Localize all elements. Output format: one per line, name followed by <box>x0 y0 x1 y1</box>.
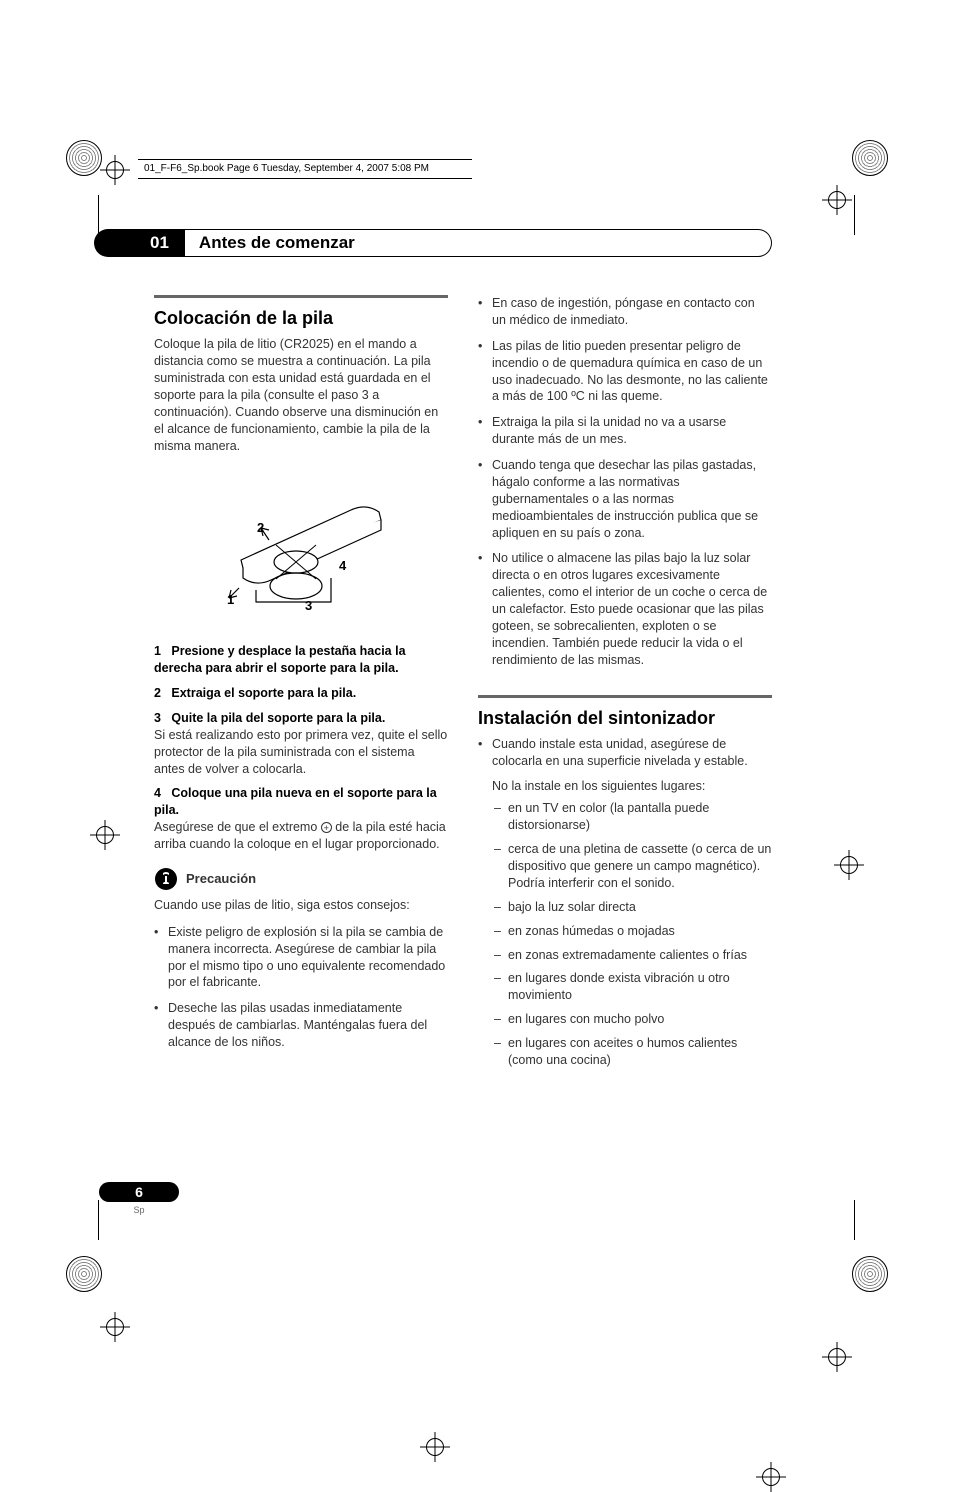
remote-diagram: 1 2 3 4 <box>201 470 401 625</box>
registration-mark <box>420 1432 450 1462</box>
step-num: 4 <box>154 786 161 800</box>
registration-mark <box>100 155 130 185</box>
registration-mark <box>90 820 120 850</box>
step-1: 1 Presione y desplace la pestaña hacia l… <box>154 643 448 677</box>
list-item: en zonas húmedas o mojadas <box>492 923 772 940</box>
heading-instalacion: Instalación del sintonizador <box>478 706 772 730</box>
list-item: bajo la luz solar directa <box>492 899 772 916</box>
step-title: Presione y desplace la pestaña hacia la … <box>154 644 406 675</box>
list-item: Cuando instale esta unidad, asegúrese de… <box>478 736 772 1069</box>
registration-mark <box>834 850 864 880</box>
diagram-label-4: 4 <box>339 558 347 573</box>
list-item: en lugares con aceites o humos calientes… <box>492 1035 772 1069</box>
step-body-prefix: Asegúrese de que el extremo <box>154 820 321 834</box>
plus-polarity-icon: + <box>321 822 332 833</box>
step-3: 3 Quite la pila del soporte para la pila… <box>154 710 448 778</box>
step-num: 1 <box>154 644 161 658</box>
header-rule <box>138 159 472 160</box>
list-item: en un TV en color (la pantalla puede dis… <box>492 800 772 834</box>
step-num: 2 <box>154 686 161 700</box>
chapter-bar: 01 Antes de comenzar <box>154 229 772 257</box>
printer-corner-br <box>852 1256 888 1292</box>
section-rule <box>478 695 772 698</box>
list-item: en zonas extremadamente calientes o fría… <box>492 947 772 964</box>
step-2: 2 Extraiga el soporte para la pila. <box>154 685 448 702</box>
step-title: Extraiga el soporte para la pila. <box>171 686 356 700</box>
list-item: Extraiga la pila si la unidad no va a us… <box>478 414 772 448</box>
list-item: cerca de una pletina de cassette (o cerc… <box>492 841 772 892</box>
printer-corner-tl <box>66 140 102 176</box>
column-right: En caso de ingestión, póngase en contact… <box>478 295 772 1078</box>
step-title: Quite la pila del soporte para la pila. <box>171 711 385 725</box>
caution-list: Existe peligro de explosión si la pila s… <box>154 924 448 1051</box>
top-bullet-list: En caso de ingestión, póngase en contact… <box>478 295 772 669</box>
section-rule <box>154 295 448 298</box>
step-body: Si está realizando esto por primera vez,… <box>154 728 447 776</box>
columns: Colocación de la pila Coloque la pila de… <box>154 295 772 1078</box>
chapter-title-wrap: Antes de comenzar <box>185 229 772 257</box>
diagram-label-2: 2 <box>257 520 264 535</box>
chapter-title: Antes de comenzar <box>199 233 355 252</box>
page-number: 6 <box>99 1182 179 1202</box>
caution-header: Precaución <box>154 867 448 891</box>
page-footer: 6 Sp <box>94 1182 184 1215</box>
install-lead: Cuando instale esta unidad, asegúrese de… <box>492 737 748 768</box>
printer-tick <box>854 1200 855 1240</box>
step-num: 3 <box>154 711 161 725</box>
caution-icon <box>154 867 178 891</box>
install-sub: No la instale en los siguientes lugares: <box>492 778 772 795</box>
print-header-text: 01_F-F6_Sp.book Page 6 Tuesday, Septembe… <box>144 163 429 174</box>
printer-corner-tr <box>852 140 888 176</box>
printer-tick <box>98 195 99 235</box>
registration-mark <box>100 1312 130 1342</box>
step-4: 4 Coloque una pila nueva en el soporte p… <box>154 785 448 853</box>
list-item: en lugares con mucho polvo <box>492 1011 772 1028</box>
page-lang: Sp <box>94 1205 184 1215</box>
list-item: en lugares donde exista vibración u otro… <box>492 970 772 1004</box>
list-item: En caso de ingestión, póngase en contact… <box>478 295 772 329</box>
list-item: Existe peligro de explosión si la pila s… <box>154 924 448 992</box>
printer-tick <box>854 195 855 235</box>
step-title: Coloque una pila nueva en el soporte par… <box>154 786 437 817</box>
diagram-label-3: 3 <box>305 598 312 613</box>
heading-colocacion: Colocación de la pila <box>154 306 448 330</box>
install-dash-list: en un TV en color (la pantalla puede dis… <box>492 800 772 1068</box>
caution-intro: Cuando use pilas de litio, siga estos co… <box>154 897 448 914</box>
registration-mark <box>756 1462 786 1492</box>
page-content: 01 Antes de comenzar Colocación de la pi… <box>154 229 772 1078</box>
registration-mark <box>822 1342 852 1372</box>
diagram-label-1: 1 <box>227 592 234 607</box>
caution-label: Precaución <box>186 870 256 888</box>
header-rule <box>138 178 472 179</box>
chapter-number: 01 <box>94 229 185 257</box>
registration-mark <box>822 185 852 215</box>
list-item: Cuando tenga que desechar las pilas gast… <box>478 457 772 541</box>
list-item: No utilice o almacene las pilas bajo la … <box>478 550 772 668</box>
printer-corner-bl <box>66 1256 102 1292</box>
install-list: Cuando instale esta unidad, asegúrese de… <box>478 736 772 1069</box>
list-item: Las pilas de litio pueden presentar peli… <box>478 338 772 406</box>
list-item: Deseche las pilas usadas inmediatamente … <box>154 1000 448 1051</box>
intro-para: Coloque la pila de litio (CR2025) en el … <box>154 336 448 454</box>
column-left: Colocación de la pila Coloque la pila de… <box>154 295 448 1078</box>
